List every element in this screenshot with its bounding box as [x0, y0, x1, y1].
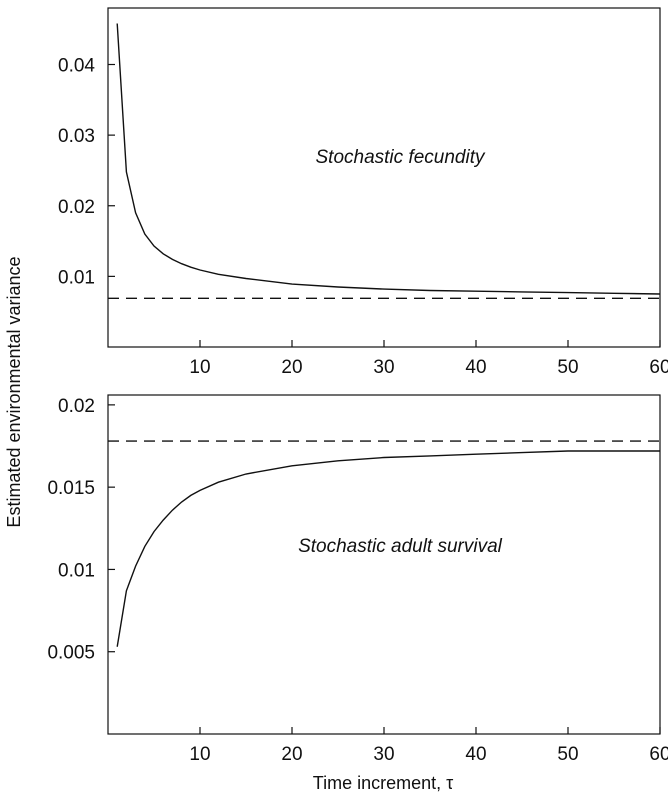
x-tick-label: 40: [465, 357, 486, 378]
panel-annotation: Stochastic adult survival: [298, 536, 503, 557]
series-solid-curve: [116, 23, 661, 295]
panel-1: 10 20 30 40 50 60 0.01 0.02 0.03 0.04 Stochastic f…: [58, 7, 668, 378]
x-tick-label: 40: [465, 744, 486, 765]
y-tick-label: 0.015: [47, 478, 95, 499]
x-tick-label: 60: [649, 744, 668, 765]
plot-frame: [107, 394, 661, 735]
y-tick-label: 0.02: [58, 396, 95, 417]
x-axis-title: Time increment, τ: [313, 773, 453, 793]
x-tick-label: 50: [557, 357, 578, 378]
y-axis-title: Estimated environmental variance: [4, 256, 24, 527]
y-tick-label: 0.01: [58, 560, 95, 581]
x-tick-label: 30: [373, 357, 394, 378]
x-tick-label: 30: [373, 744, 394, 765]
x-tick-label: 60: [649, 357, 668, 378]
y-tick-label: 0.02: [58, 197, 95, 218]
series-solid-curve: [116, 450, 660, 647]
y-tick-label: 0.01: [58, 267, 95, 288]
panel-2: 10 20 30 40 50 60 0.005 0.01 0.015 0.02 Stochastic…: [47, 394, 668, 765]
y-tick-label: 0.04: [58, 56, 95, 77]
panel-annotation: Stochastic fecundity: [316, 147, 486, 168]
x-tick-label: 50: [557, 744, 578, 765]
y-tick-label: 0.005: [47, 643, 95, 664]
plot-frame: [107, 7, 661, 348]
x-tick-label: 20: [281, 357, 302, 378]
x-tick-label: 10: [189, 744, 210, 765]
x-tick-label: 20: [281, 744, 302, 765]
y-tick-label: 0.03: [58, 126, 95, 147]
x-tick-label: 10: [189, 357, 210, 378]
